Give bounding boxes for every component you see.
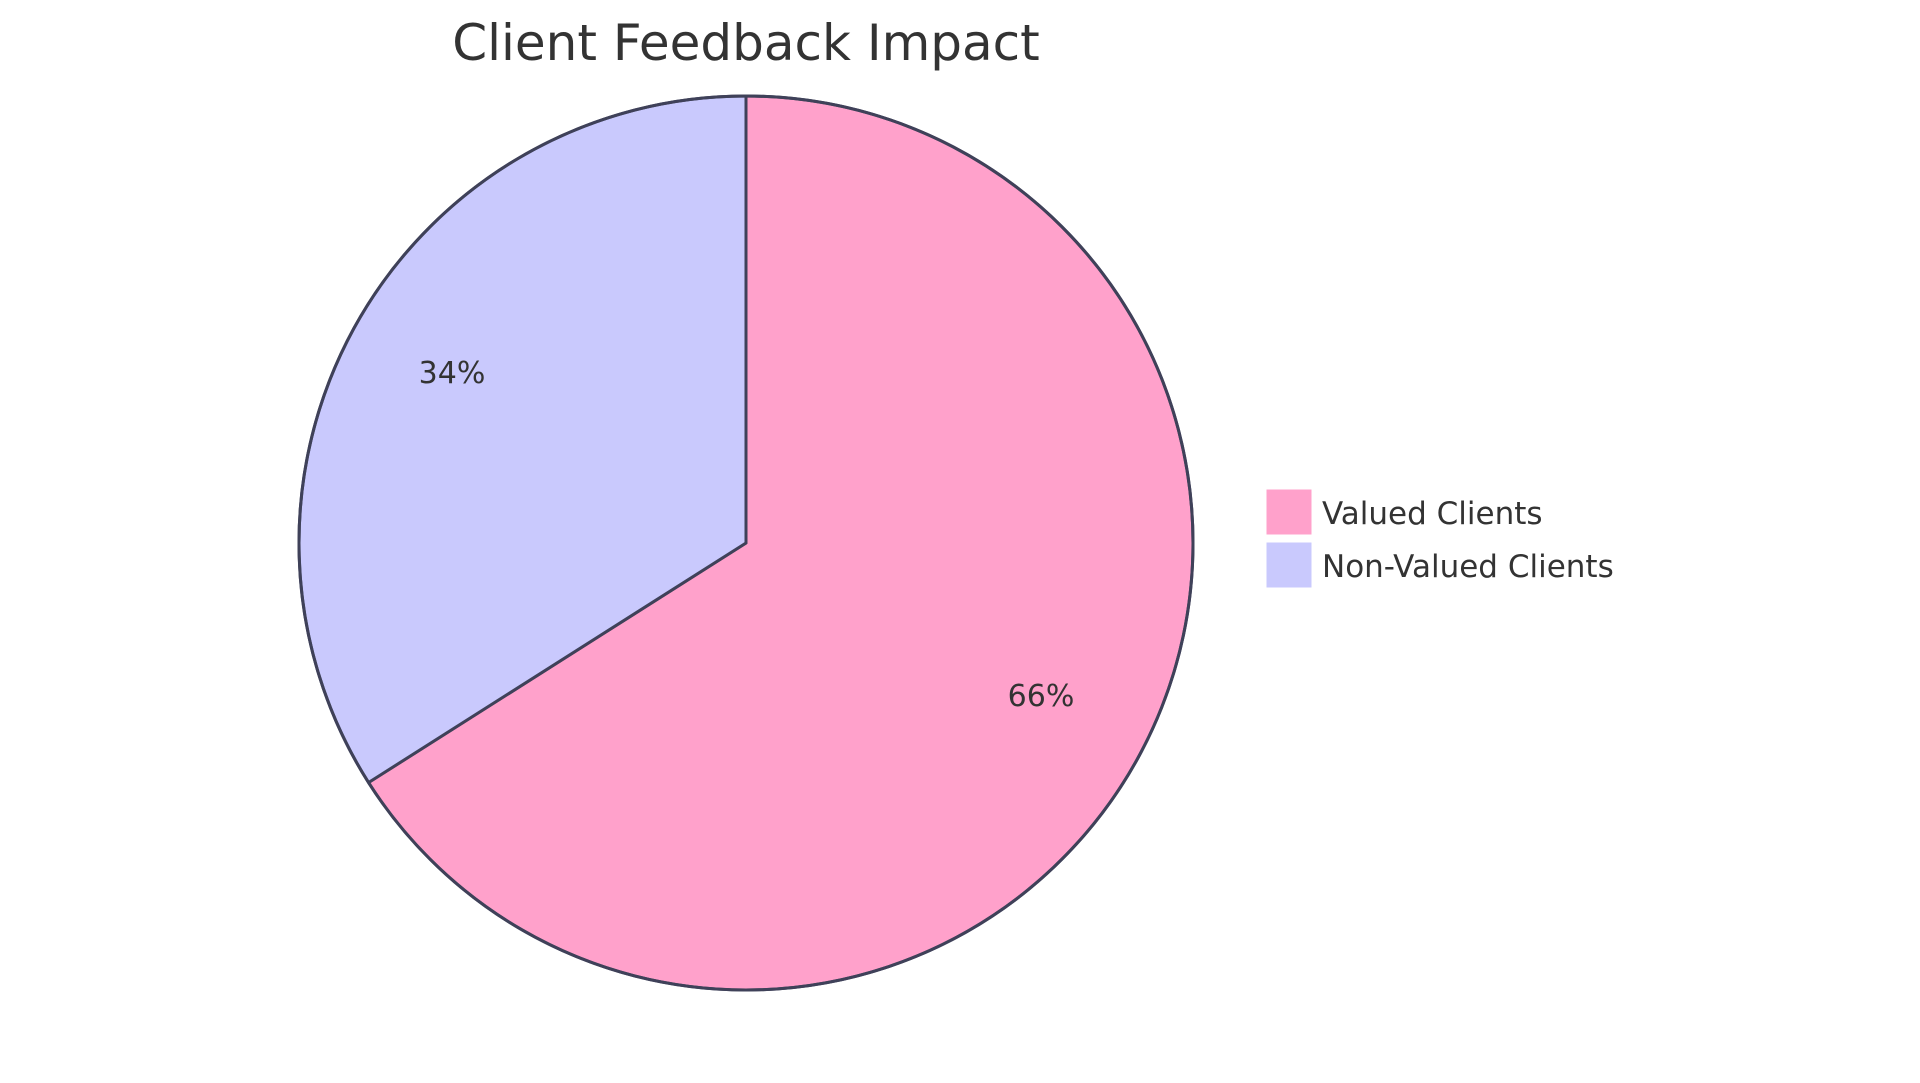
legend-label: Non-Valued Clients [1322,549,1614,585]
legend-label: Valued Clients [1322,496,1543,532]
legend: Valued Clients Non-Valued Clients [1266,489,1614,588]
slice-label-non-valued: 34% [419,356,486,391]
legend-item-valued-clients[interactable]: Valued Clients [1266,489,1543,535]
pie-outline [297,94,1195,992]
legend-swatch-icon [1266,542,1312,588]
slice-label-valued: 66% [1008,679,1075,714]
pie [297,94,1195,992]
chart-title: Client Feedback Impact [452,14,1040,72]
legend-swatch-icon [1266,489,1312,535]
legend-item-non-valued-clients[interactable]: Non-Valued Clients [1266,542,1614,588]
